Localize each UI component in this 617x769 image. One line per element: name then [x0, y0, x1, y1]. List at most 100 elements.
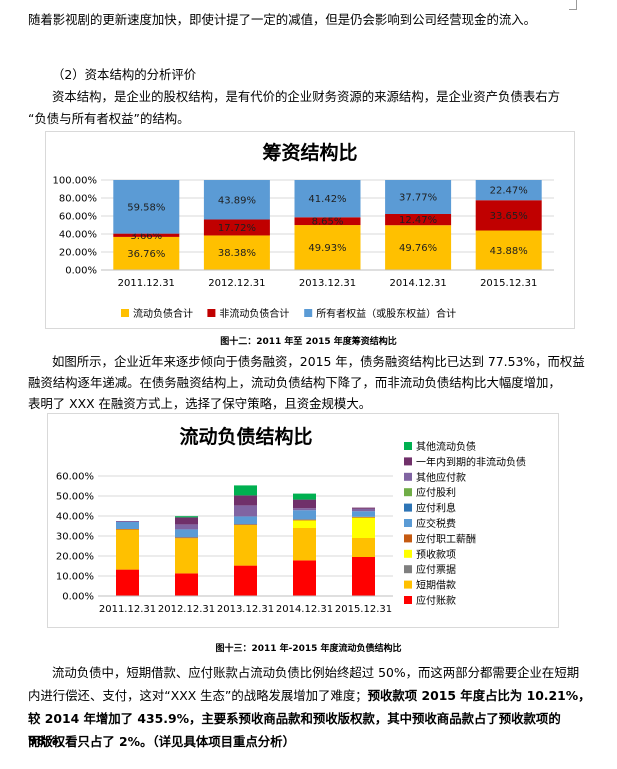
bar-segment — [234, 524, 257, 525]
legend-label: 应付账款 — [416, 594, 456, 607]
x-tick-label: 2014.12.31 — [389, 278, 446, 289]
data-label: 22.47% — [490, 186, 528, 197]
bar-segment — [352, 516, 375, 518]
bar-segment — [293, 560, 316, 596]
legend-label: 其他应付款 — [416, 471, 466, 484]
financing-structure-chart: 筹资结构比 0.00% 20.00% 40.00% 60.00% 80.00% 100.00… — [45, 131, 575, 329]
legend-label: 其他流动负债 — [416, 440, 476, 453]
paragraph-2-line-2: 融资结构逐年递减。在债务融资结构上，流动负债结构下降了，而非流动负债结构比大幅度… — [28, 375, 561, 390]
data-label: 36.76% — [127, 249, 165, 260]
bar-segment — [234, 505, 257, 517]
bar-segment — [113, 180, 180, 234]
bar-segment — [116, 521, 139, 522]
legend-swatch — [404, 457, 412, 466]
data-label: 49.76% — [399, 243, 437, 254]
paragraph-3-line-4: 而版权看只占了 2%。（详见具体项目重点分析） — [28, 734, 295, 749]
bar-segment — [385, 213, 452, 226]
legend-label: 流动负债合计 — [133, 307, 193, 320]
y-tick-label: 40.00% — [59, 230, 97, 241]
legend-swatch — [404, 503, 412, 512]
data-label: 38.38% — [218, 248, 256, 259]
bar-segment — [352, 508, 375, 512]
data-label: 12.47% — [399, 215, 437, 226]
paragraph-2-line-3: 表明了 XXX 在融资方式上，选择了保守策略，且资金规模大。 — [28, 396, 372, 411]
legend-swatch — [404, 549, 412, 558]
bar-segment — [113, 233, 180, 237]
data-label: 37.77% — [399, 192, 437, 203]
text-line-top: 随着影视剧的更新速度加快，即使计提了一定的减值，但是仍会影响到公司经营现金的流入… — [28, 12, 537, 27]
bar-segment — [385, 180, 452, 214]
legend-swatch — [404, 472, 412, 481]
paragraph-3-line-2-bold: 预收款项 2015 年度占比为 10.21%， — [367, 688, 591, 703]
bar-segment — [293, 520, 316, 528]
bar-segment — [352, 557, 375, 596]
legend-label: 应交税费 — [416, 517, 456, 530]
paragraph-2-line-1: 如图所示，企业近年来逐步倾向于债务融资，2015 年，债务融资结构比已达到 77… — [52, 354, 585, 369]
legend-swatch — [404, 534, 412, 543]
x-tick-label: 2012.12.31 — [158, 604, 215, 615]
bar-segment — [234, 565, 257, 596]
current-liability-chart-svg: 流动负债结构比 0.00% 10.00% 20.00% 30.00% 40.00% 50.0… — [56, 425, 526, 615]
bar-segment — [293, 508, 316, 511]
data-label: 43.88% — [490, 246, 528, 257]
bar-segment — [116, 522, 139, 529]
data-label: 17.72% — [218, 223, 256, 234]
y-tick-label: 40.00% — [56, 512, 94, 523]
paragraph-3-line-2: 内进行偿还、支付，这对“XXX 生态”的战略发展增加了难度；预收款项 2015 … — [28, 685, 596, 707]
y-tick-label: 80.00% — [59, 194, 97, 205]
bar-segment — [475, 200, 542, 231]
bar-segment — [116, 529, 139, 570]
bar-segment — [352, 511, 375, 517]
data-label: 41.42% — [308, 194, 346, 205]
x-tick-label: 2015.12.31 — [480, 278, 537, 289]
data-label: 33.65% — [490, 211, 528, 222]
legend-swatch — [404, 565, 412, 574]
bar-segment — [175, 517, 198, 525]
paragraph-1-line-2: “负债与所有者权益”的结构。 — [28, 111, 190, 126]
bar-segment — [234, 525, 257, 566]
bar-segment — [293, 510, 316, 520]
financing-structure-chart-svg: 筹资结构比 0.00% 20.00% 40.00% 60.00% 80.00% 100.00… — [53, 141, 554, 320]
y-tick-label: 0.00% — [65, 266, 97, 277]
bar-segment — [475, 230, 542, 270]
y-tick-label: 20.00% — [56, 552, 94, 563]
bar-segment — [352, 538, 375, 557]
legend-swatch — [404, 442, 412, 450]
bar-segment — [203, 180, 270, 220]
section-heading: （2）资本结构的分析评价 — [52, 67, 197, 82]
corner-mark-h — [569, 9, 577, 10]
x-tick-label: 2012.12.31 — [208, 278, 265, 289]
data-label: 49.93% — [308, 243, 346, 254]
chart-title: 流动负债结构比 — [179, 425, 312, 448]
bar-segment — [352, 517, 375, 538]
bar-segment — [203, 219, 270, 236]
corner-mark — [576, 0, 577, 10]
legend-swatch — [404, 596, 412, 604]
bar-segment — [385, 225, 452, 270]
legend-swatch — [404, 580, 412, 589]
y-tick-label: 50.00% — [56, 492, 94, 503]
legend-swatch — [304, 309, 313, 317]
paragraph-3-line-1: 流动负债中，短期借款、应付账款占流动负债比例始终超过 50%，而这两部分都需要企… — [52, 665, 580, 680]
paragraph-3-line-3: 较 2014 年增加了 435.9%，主要系预收商品款和预收版权款，其中预收商品… — [28, 711, 561, 748]
y-tick-label: 100.00% — [53, 176, 98, 187]
x-tick-label: 2015.12.31 — [335, 604, 392, 615]
bar-segment — [116, 569, 139, 596]
paragraph-3-line-2-normal: 内进行偿还、支付，这对“XXX 生态”的战略发展增加了难度； — [28, 688, 368, 703]
bar-segment — [175, 573, 198, 596]
x-tick-label: 2013.12.31 — [217, 604, 274, 615]
legend-swatch — [121, 309, 129, 317]
x-tick-label: 2014.12.31 — [276, 604, 333, 615]
bar-segment — [175, 524, 198, 530]
legend-label: 应付职工薪酬 — [416, 532, 476, 545]
bar-segment — [293, 499, 316, 509]
data-label: 3.66% — [130, 231, 162, 242]
bar-segment — [116, 529, 139, 530]
bar-segment — [234, 485, 257, 496]
legend-label: 应付利息 — [416, 502, 456, 515]
y-tick-label: 20.00% — [59, 248, 97, 259]
bar-segment — [293, 528, 316, 561]
bar-segment — [234, 495, 257, 506]
x-tick-label: 2013.12.31 — [299, 278, 356, 289]
legend-swatch — [207, 309, 216, 317]
